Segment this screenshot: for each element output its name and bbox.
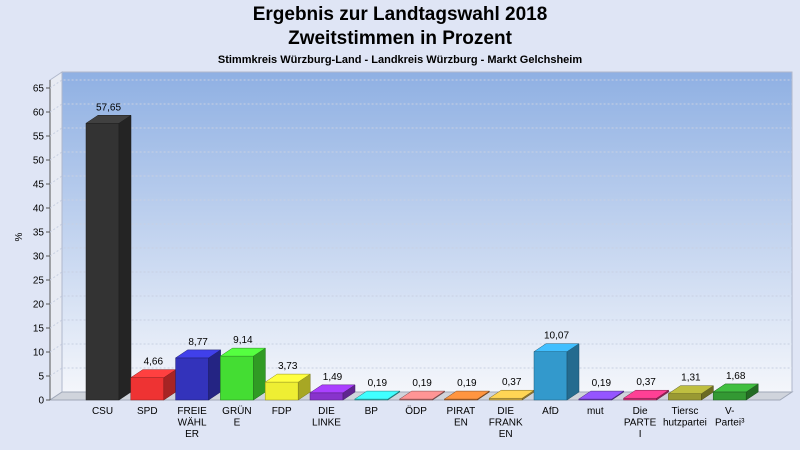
gridline — [49, 295, 792, 305]
y-tick-label: 10 — [33, 348, 45, 359]
bar — [85, 114, 132, 401]
gridline — [49, 127, 792, 137]
gridline — [49, 151, 792, 161]
x-tick-label: DIE LINKE — [312, 406, 341, 429]
plot-area — [48, 71, 794, 401]
y-tick-label: 60 — [33, 108, 45, 119]
chart-caption: Stimmkreis Würzburg-Land - Landkreis Wür… — [217, 54, 583, 66]
y-tick-label: 65 — [33, 84, 45, 95]
y-tick-label: 0 — [38, 396, 44, 407]
y-tick-label: 45 — [33, 180, 45, 191]
gridline — [49, 271, 792, 281]
x-tick-label: DIE FRANK EN — [489, 406, 523, 440]
x-tick-label: V-Partei³ — [715, 406, 745, 429]
gridline — [49, 199, 792, 209]
data-label: 0,37 — [502, 377, 522, 388]
y-tick-label: 5 — [38, 372, 44, 383]
x-tick-label: AfD — [542, 406, 559, 417]
bar — [264, 373, 312, 401]
bar — [219, 347, 267, 401]
bar — [577, 390, 625, 401]
x-tick-label: mut — [587, 406, 604, 417]
x-tick-label: GRÜN E — [222, 405, 251, 429]
bar — [712, 383, 760, 401]
x-tick-label: BP — [365, 406, 379, 417]
y-tick-label: 35 — [33, 228, 45, 239]
gridline — [49, 175, 792, 185]
y-tick-label: 50 — [33, 156, 45, 167]
x-tick-label: SPD — [137, 406, 158, 417]
gridline — [49, 319, 792, 329]
data-label: 1,68 — [726, 371, 746, 382]
bar — [488, 389, 536, 401]
data-label: 9,14 — [233, 335, 253, 346]
x-tick-label: ÖDP — [405, 405, 427, 417]
data-label: 0,19 — [368, 378, 388, 389]
gridline — [49, 247, 792, 257]
chart-title: Ergebnis zur Landtagswahl 2018 — [252, 4, 548, 25]
gridline — [49, 103, 792, 113]
data-label: 8,77 — [188, 337, 208, 348]
data-label: 10,07 — [544, 331, 569, 342]
bar — [174, 349, 222, 401]
chart-subtitle: Zweitstimmen in Prozent — [288, 28, 512, 49]
bar — [309, 384, 356, 401]
bar — [129, 369, 177, 401]
gridline — [49, 223, 792, 233]
data-label: 0,19 — [412, 378, 432, 389]
x-tick-label: FDP — [272, 406, 292, 417]
data-label: 0,19 — [457, 378, 477, 389]
x-tick-label: CSU — [92, 406, 113, 417]
gridline — [49, 79, 792, 89]
data-label: 57,65 — [96, 102, 121, 113]
y-tick-label: 30 — [33, 252, 45, 263]
x-tick-label: Die PARTE I — [624, 406, 657, 440]
data-label: 4,66 — [144, 357, 164, 368]
bar — [622, 389, 670, 401]
bar — [398, 390, 446, 401]
y-tick-label: 25 — [33, 276, 45, 287]
data-label: 1,31 — [681, 373, 701, 384]
x-tick-label: FREIE WÄHL ER — [177, 406, 207, 440]
bar — [533, 343, 580, 401]
y-tick-label: 40 — [33, 204, 45, 215]
y-tick-label: 20 — [33, 300, 45, 311]
y-tick-label: 55 — [33, 132, 45, 143]
y-axis-label: % — [14, 232, 25, 241]
bar — [353, 390, 401, 401]
bar — [443, 390, 491, 401]
data-label: 0,37 — [636, 377, 656, 388]
bar — [667, 385, 715, 401]
data-label: 3,73 — [278, 361, 298, 372]
y-tick-label: 15 — [33, 324, 45, 335]
x-tick-label: PIRAT EN — [447, 406, 476, 429]
data-label: 0,19 — [592, 378, 612, 389]
data-label: 1,49 — [323, 372, 343, 383]
x-tick-label: Tiersc hutzpartei — [663, 406, 707, 429]
